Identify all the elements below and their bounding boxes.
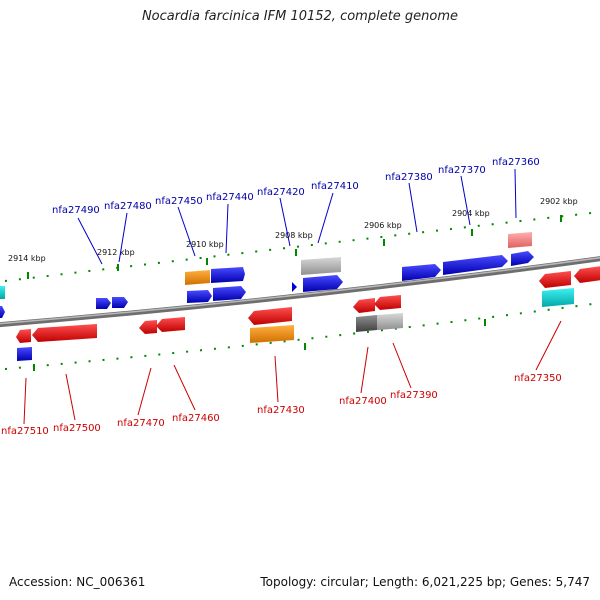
gene-arrow[interactable] bbox=[292, 282, 297, 292]
topology-text: Topology: circular; Length: 6,021,225 bp… bbox=[260, 575, 590, 589]
gene-arrow[interactable] bbox=[374, 295, 401, 310]
gene-label[interactable]: nfa27350 bbox=[514, 373, 562, 384]
map-title: Nocardia farcinica IFM 10152, complete g… bbox=[141, 9, 459, 24]
gene-arrow[interactable] bbox=[0, 306, 5, 318]
gene-label[interactable]: nfa27470 bbox=[117, 418, 165, 429]
tick-label: 2908 kbp bbox=[275, 231, 313, 240]
gene-arrow[interactable] bbox=[156, 317, 185, 332]
tick-label: 2904 kbp bbox=[452, 209, 490, 218]
gene-arrow[interactable] bbox=[511, 251, 534, 266]
gene-arrow[interactable] bbox=[187, 290, 212, 303]
gene-arrow[interactable] bbox=[353, 298, 375, 313]
gene-arrow[interactable] bbox=[17, 347, 32, 361]
gene-arrow[interactable] bbox=[377, 313, 403, 330]
gene-arrow[interactable] bbox=[303, 275, 343, 292]
gene-label[interactable]: nfa27420 bbox=[257, 187, 305, 198]
gene-arrow[interactable] bbox=[96, 298, 111, 309]
gene-arrow[interactable] bbox=[542, 288, 574, 307]
gene-arrow[interactable] bbox=[301, 257, 341, 275]
gene-arrow[interactable] bbox=[250, 325, 294, 343]
tick-label: 2906 kbp bbox=[364, 221, 402, 230]
gene-label[interactable]: nfa27360 bbox=[492, 157, 540, 168]
upper-leader-lines bbox=[77, 168, 517, 265]
gene-arrow[interactable] bbox=[213, 286, 246, 301]
gene-arrow[interactable] bbox=[16, 329, 31, 343]
tick-label: 2914 kbp bbox=[8, 254, 46, 263]
gene-label[interactable]: nfa27370 bbox=[438, 165, 486, 176]
tick-label: 2912 kbp bbox=[97, 248, 135, 257]
gene-label[interactable]: nfa27490 bbox=[52, 205, 100, 216]
lower-leader-lines bbox=[23, 320, 562, 425]
gene-label[interactable]: nfa27500 bbox=[53, 423, 101, 434]
gene-arrow[interactable] bbox=[139, 320, 157, 334]
gene-arrow[interactable] bbox=[0, 286, 5, 299]
tick-label: 2910 kbp bbox=[186, 240, 224, 249]
gene-label[interactable]: nfa27400 bbox=[339, 396, 387, 407]
gene-label[interactable]: nfa27430 bbox=[257, 405, 305, 416]
reverse-genes bbox=[16, 266, 600, 361]
gene-label[interactable]: nfa27450 bbox=[155, 196, 203, 207]
forward-genes bbox=[0, 232, 534, 318]
gene-arrow[interactable] bbox=[539, 271, 571, 288]
tick-label: 2902 kbp bbox=[540, 197, 578, 206]
major-ticks bbox=[27, 215, 562, 371]
gene-arrow[interactable] bbox=[443, 255, 508, 275]
upper-gene-labels: nfa27490 nfa27480 nfa27450 nfa27440 nfa2… bbox=[52, 157, 540, 216]
gene-arrow[interactable] bbox=[112, 297, 128, 308]
gene-arrow[interactable] bbox=[185, 270, 210, 285]
gene-arrow[interactable] bbox=[508, 232, 532, 248]
accession-text: Accession: NC_006361 bbox=[9, 575, 146, 589]
gene-label[interactable]: nfa27390 bbox=[390, 390, 438, 401]
gene-label[interactable]: nfa27440 bbox=[206, 192, 254, 203]
gene-label[interactable]: nfa27410 bbox=[311, 181, 359, 192]
gene-label[interactable]: nfa27460 bbox=[172, 413, 220, 424]
gene-label[interactable]: nfa27510 bbox=[1, 426, 49, 437]
gene-label[interactable]: nfa27480 bbox=[104, 201, 152, 212]
gene-arrow[interactable] bbox=[402, 264, 441, 281]
gene-arrow[interactable] bbox=[574, 266, 600, 283]
gene-arrow[interactable] bbox=[32, 324, 97, 342]
genome-backbone bbox=[0, 256, 600, 328]
lower-gene-labels: nfa27510 nfa27500 nfa27470 nfa27460 nfa2… bbox=[1, 373, 562, 437]
gene-arrow[interactable] bbox=[211, 267, 245, 283]
gene-arrow[interactable] bbox=[356, 315, 377, 332]
gene-arrow[interactable] bbox=[248, 307, 292, 325]
gene-label[interactable]: nfa27380 bbox=[385, 172, 433, 183]
